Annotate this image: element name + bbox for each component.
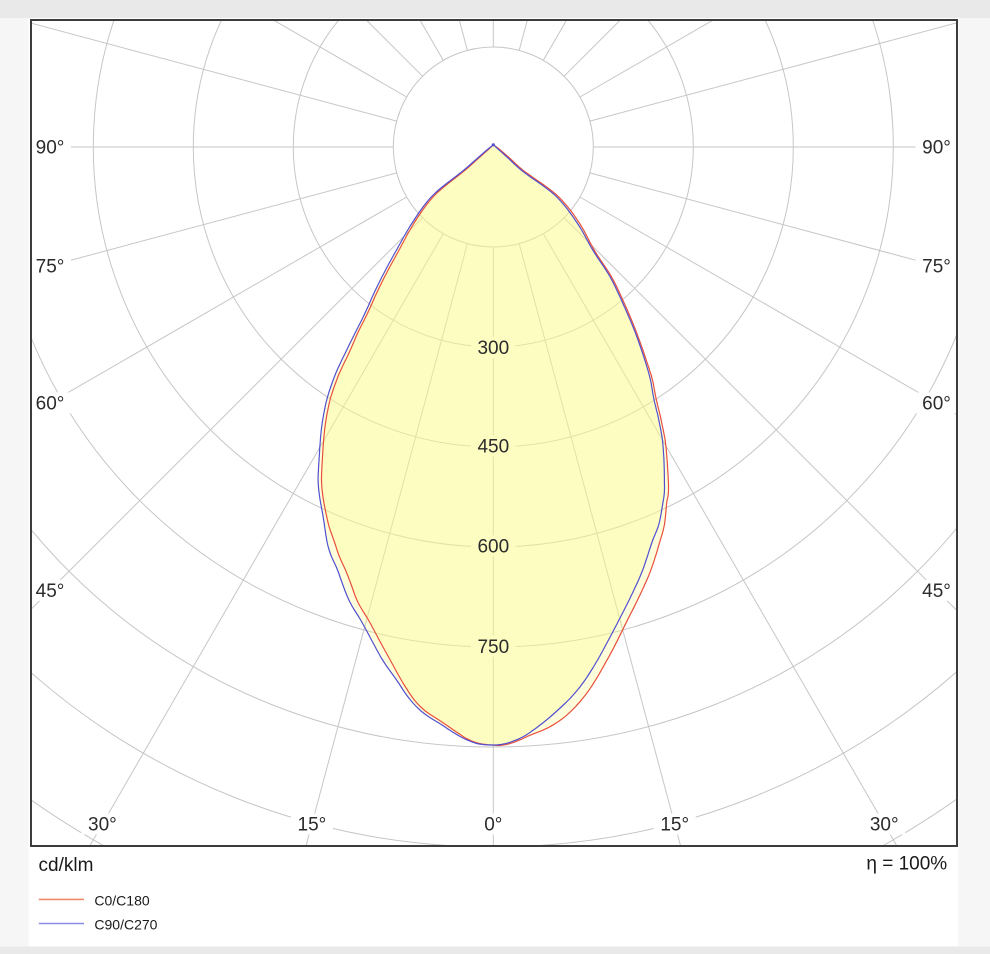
svg-text:30°: 30°: [88, 815, 117, 836]
svg-text:45°: 45°: [922, 581, 951, 602]
svg-text:600: 600: [477, 537, 509, 558]
svg-text:15°: 15°: [298, 815, 327, 836]
svg-text:C0/C180: C0/C180: [94, 893, 149, 909]
svg-text:750: 750: [477, 637, 509, 658]
svg-text:450: 450: [477, 437, 509, 458]
svg-text:300: 300: [477, 338, 509, 359]
svg-text:75°: 75°: [922, 257, 951, 278]
svg-text:η = 100%: η = 100%: [866, 854, 947, 875]
svg-text:90°: 90°: [36, 138, 65, 159]
svg-text:60°: 60°: [922, 394, 951, 415]
svg-text:0°: 0°: [484, 815, 502, 836]
svg-text:45°: 45°: [36, 581, 65, 602]
svg-text:cd/klm: cd/klm: [39, 855, 94, 876]
svg-text:60°: 60°: [36, 394, 65, 415]
svg-text:30°: 30°: [870, 815, 899, 836]
svg-text:15°: 15°: [660, 815, 689, 836]
svg-text:75°: 75°: [36, 257, 65, 278]
svg-text:90°: 90°: [922, 138, 951, 159]
svg-text:C90/C270: C90/C270: [94, 916, 157, 932]
